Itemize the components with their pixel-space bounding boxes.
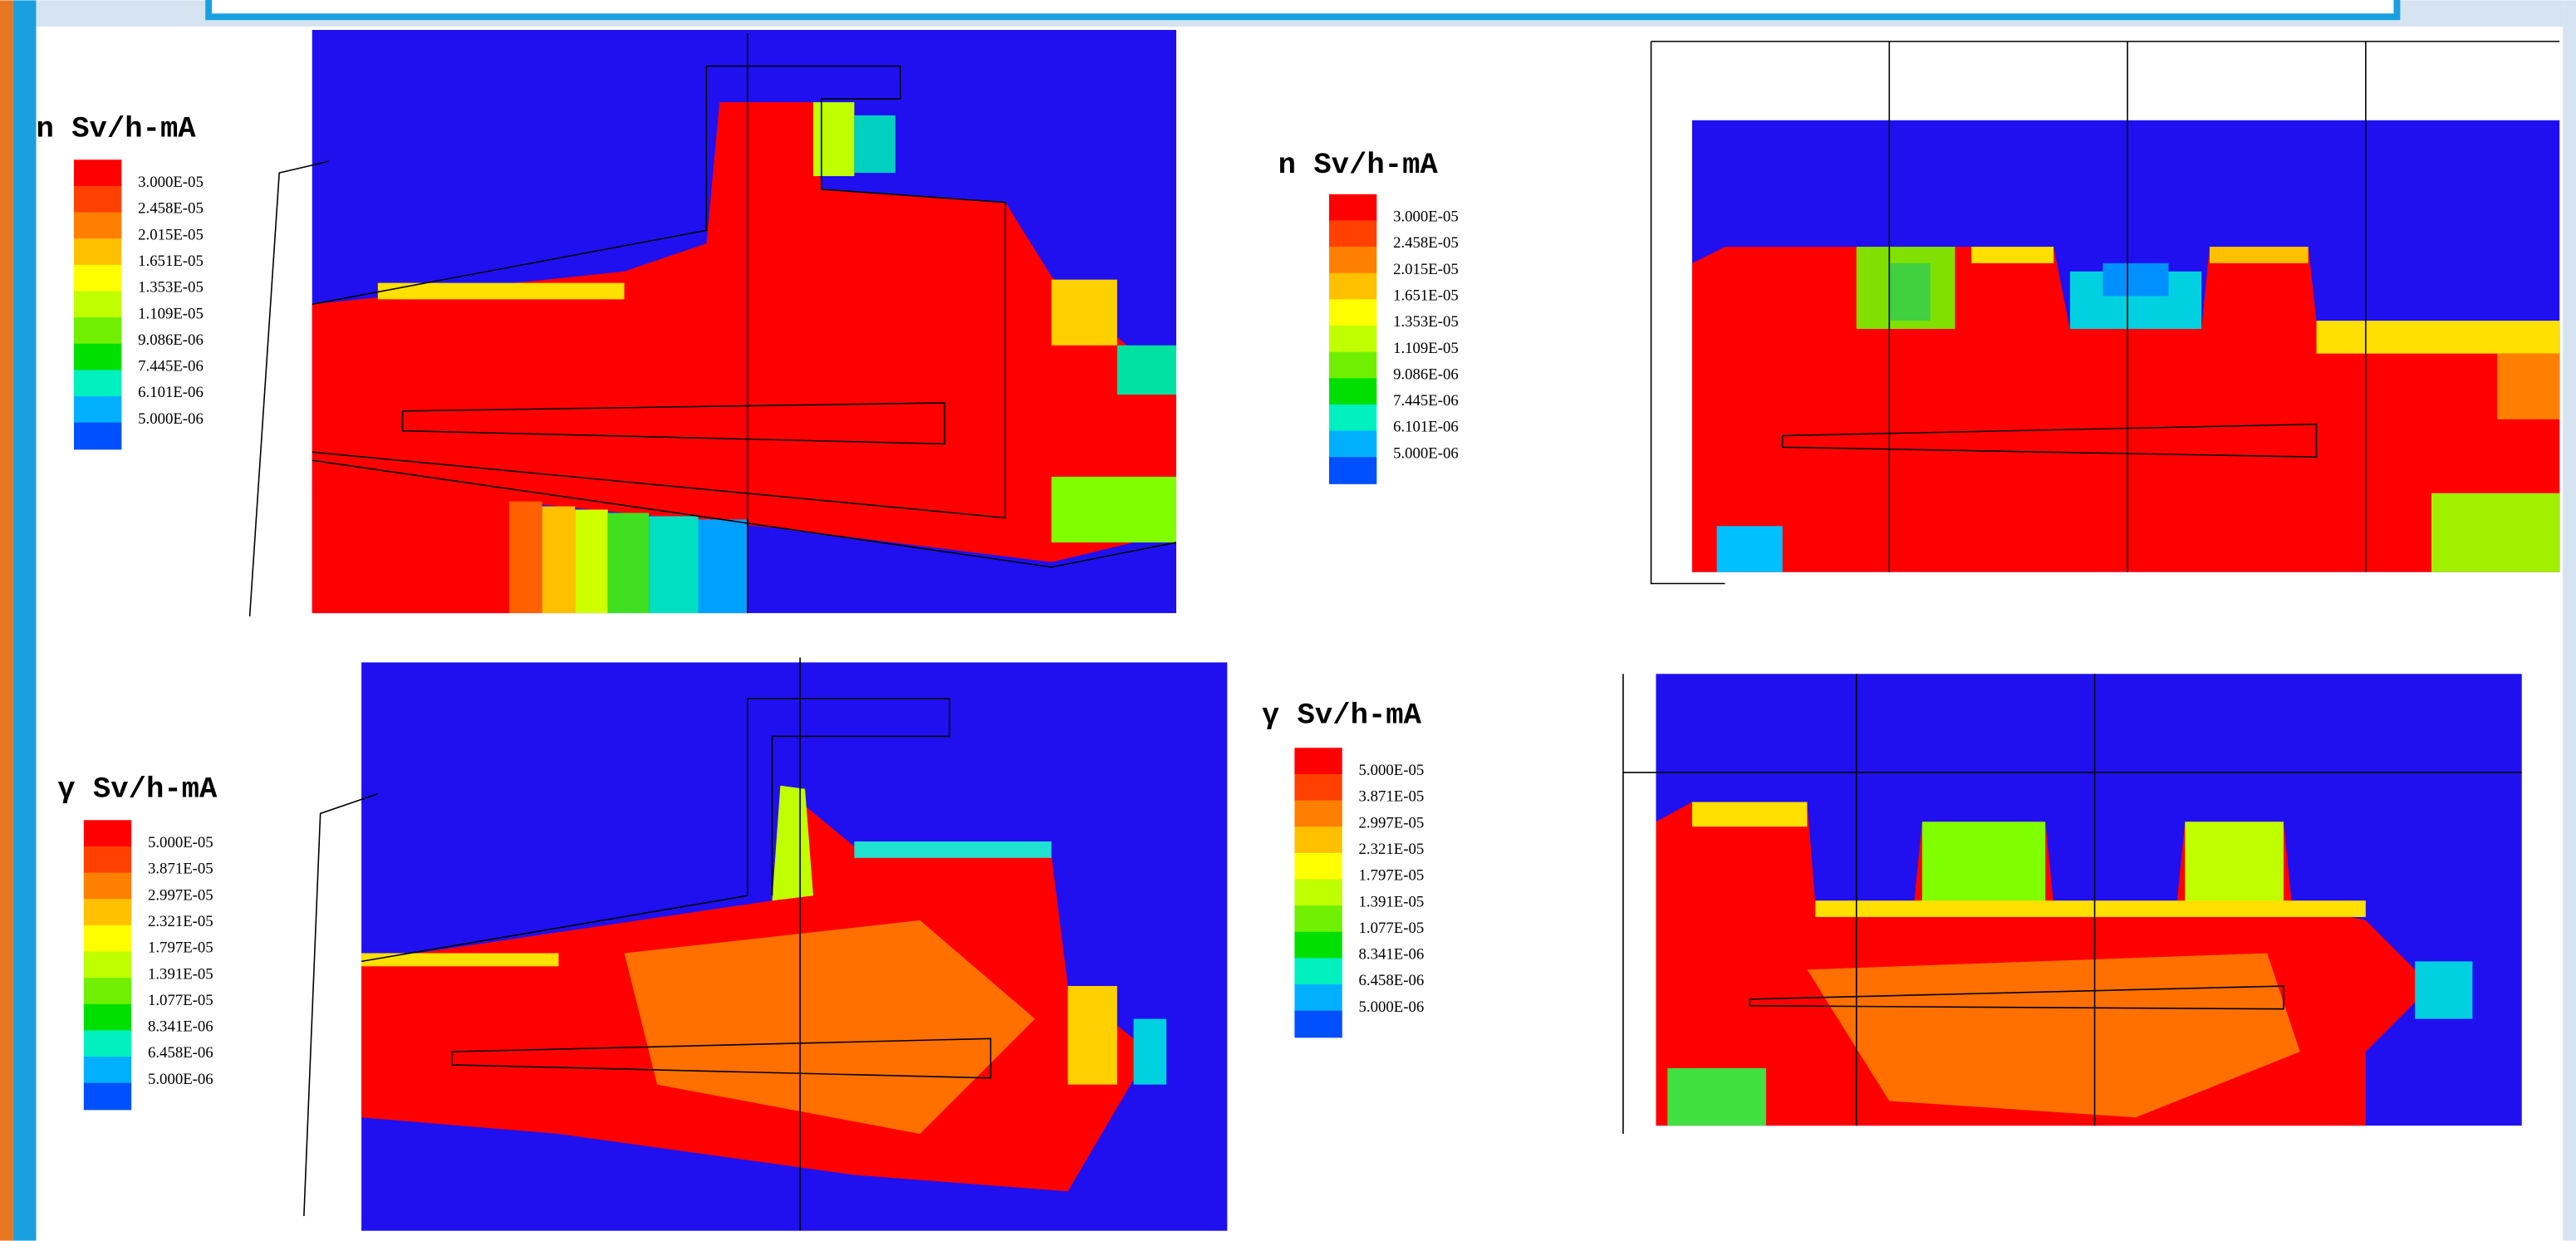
dose-map [1651, 42, 2560, 584]
legend-label: 1.077E-05 [148, 992, 213, 1009]
legend-label: 2.458E-05 [138, 200, 204, 218]
legend-swatch [1294, 879, 1342, 906]
page: n Sv/h-mA 3.000E-05 2.458E-05 2.015E-05 1.65… [0, 0, 2576, 1241]
legend-label: 3.000E-05 [138, 174, 204, 191]
legend-label: 6.101E-06 [138, 384, 204, 401]
legend-label: 8.341E-06 [148, 1018, 213, 1036]
legend-swatch [84, 873, 131, 900]
legend-swatch [74, 213, 121, 240]
legend-swatch [1294, 932, 1342, 959]
legend-label: 6.458E-06 [1359, 972, 1425, 989]
legend-swatch [1294, 958, 1342, 985]
legend-label: 5.000E-06 [1393, 444, 1459, 462]
legend-swatch [74, 317, 121, 345]
legend-label: 2.015E-05 [138, 226, 204, 243]
legend-swatch [1294, 853, 1342, 880]
legend-swatch [74, 159, 121, 187]
legend-swatch [1294, 774, 1342, 802]
legend-swatch [84, 846, 131, 874]
legend-swatch [74, 423, 121, 450]
legend-swatch [1329, 299, 1376, 326]
legend-swatch [1329, 247, 1376, 274]
legend-label: 5.000E-06 [1359, 998, 1425, 1016]
legend-label: 1.797E-05 [148, 939, 213, 957]
legend-title: γ Sv/h-mA [57, 773, 218, 807]
legend-swatch [1329, 431, 1376, 459]
legend-label: 5.000E-06 [148, 1071, 213, 1088]
dose-map [1623, 674, 2522, 1134]
legend-swatch [74, 396, 121, 424]
legend-swatch [84, 1057, 131, 1084]
legend-swatch [74, 291, 121, 318]
legend-label: 2.015E-05 [1393, 261, 1459, 278]
legend-swatch [84, 1030, 131, 1057]
legend-swatch [84, 952, 131, 979]
legend-swatch [84, 925, 131, 953]
legend-label: 9.086E-06 [1393, 365, 1459, 383]
legend-swatch [1329, 378, 1376, 405]
legend-title: γ Sv/h-mA [1262, 699, 1422, 733]
legend-label: 2.321E-05 [148, 913, 213, 930]
right-edge [2563, 0, 2576, 1240]
legend-swatch [84, 1083, 131, 1111]
legend-label: 1.353E-05 [1393, 313, 1459, 331]
left-bar [13, 0, 37, 1240]
legend-swatch [84, 820, 131, 847]
legend-swatch [74, 370, 121, 397]
legend-label: 5.000E-05 [148, 834, 213, 851]
legend-swatch [1294, 984, 1342, 1012]
legend-swatch [1294, 905, 1342, 933]
legend-label: 5.000E-05 [1359, 762, 1425, 779]
legend-label: 9.086E-06 [138, 331, 204, 349]
legend-swatch [1329, 457, 1376, 484]
legend-title: n Sv/h-mA [37, 112, 197, 146]
legend-label: 1.391E-05 [148, 965, 213, 983]
legend-label: 2.321E-05 [1359, 841, 1425, 858]
legend-swatch [74, 265, 121, 292]
legend-label: 1.353E-05 [138, 279, 204, 297]
legend-label: 6.458E-06 [148, 1044, 213, 1062]
legend-swatch [1329, 352, 1376, 380]
title-box [209, 0, 2397, 17]
legend-label: 2.458E-05 [1393, 234, 1459, 252]
legend-label: 2.997E-05 [1359, 814, 1425, 831]
dose-map [304, 657, 1227, 1230]
legend-label: 1.651E-05 [138, 253, 204, 270]
legend-label: 8.341E-06 [1359, 946, 1425, 964]
legend-swatch [1329, 273, 1376, 301]
legend-swatch [1329, 194, 1376, 222]
legend-swatch [74, 186, 121, 213]
legend-swatch [1294, 801, 1342, 828]
legend-label: 1.077E-05 [1359, 920, 1425, 937]
legend-label: 6.101E-06 [1393, 419, 1459, 436]
legend-label: 1.109E-05 [1393, 340, 1459, 357]
dose-map [250, 30, 1176, 616]
legend-label: 3.871E-05 [148, 861, 213, 878]
legend-label: 1.797E-05 [1359, 867, 1425, 885]
legend-swatch [1294, 1011, 1342, 1038]
legend-label: 7.445E-06 [138, 358, 204, 375]
legend-swatch [1329, 405, 1376, 432]
legend-swatch [1329, 326, 1376, 353]
legend-label: 7.445E-06 [1393, 392, 1459, 410]
legend-label: 5.000E-06 [138, 410, 204, 428]
slide: n Sv/h-mA 3.000E-05 2.458E-05 2.015E-05 1.65… [0, 0, 2576, 1241]
legend-label: 1.109E-05 [138, 305, 204, 322]
legend-label: 2.997E-05 [148, 886, 213, 904]
legend-swatch [74, 344, 121, 371]
legend-label: 1.651E-05 [1393, 287, 1459, 305]
legend-swatch [74, 238, 121, 266]
legend-swatch [84, 978, 131, 1005]
legend-swatch [84, 899, 131, 926]
legend-label: 3.871E-05 [1359, 788, 1425, 806]
legend-label: 3.000E-05 [1393, 208, 1459, 226]
legend-label: 1.391E-05 [1359, 893, 1425, 910]
legend-swatch [1294, 827, 1342, 854]
legend-swatch [1294, 748, 1342, 775]
legend-swatch [84, 1004, 131, 1032]
legend-title: n Sv/h-mA [1278, 148, 1439, 182]
left-stripe [0, 0, 13, 1240]
legend-swatch [1329, 220, 1376, 248]
